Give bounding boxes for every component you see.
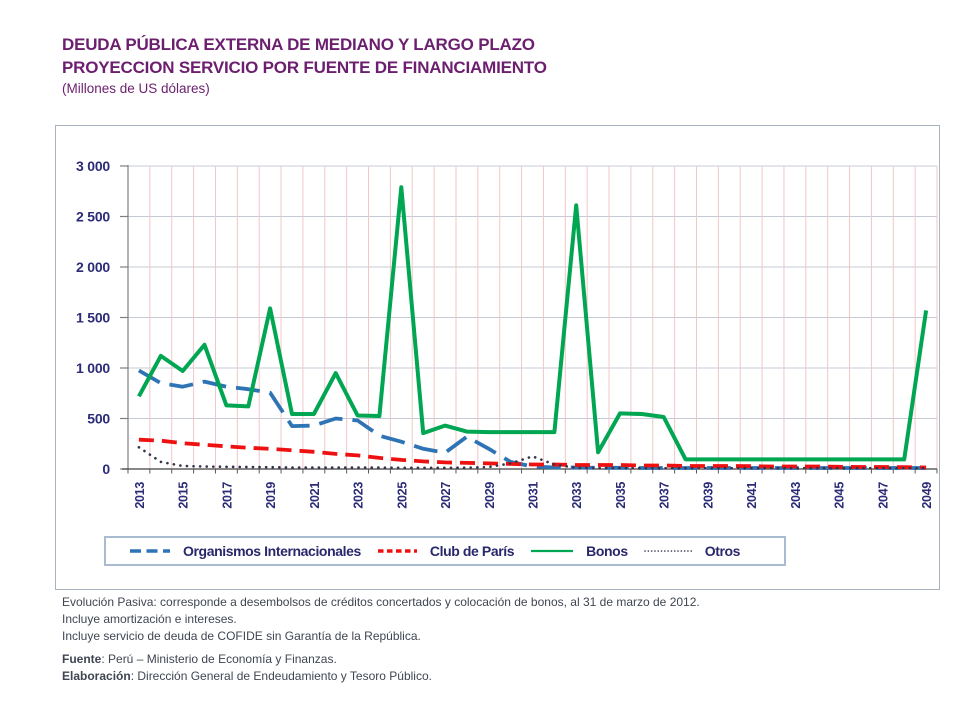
legend-item-otros: Otros bbox=[643, 543, 740, 559]
svg-text:2017: 2017 bbox=[220, 482, 234, 509]
dashed-blue-line-icon bbox=[130, 549, 170, 553]
svg-text:1 000: 1 000 bbox=[76, 360, 110, 376]
footnote-line-1: Evolución Pasiva: corresponde a desembol… bbox=[62, 595, 700, 609]
solid-green-line-icon bbox=[531, 549, 574, 553]
elaboration-label: Elaboración bbox=[62, 669, 131, 683]
legend-item-bonos: Bonos bbox=[529, 543, 628, 559]
dashed-red-line-icon bbox=[377, 549, 417, 553]
source-line: Fuente: Perú – Ministerio de Economía y … bbox=[62, 651, 700, 668]
svg-text:2037: 2037 bbox=[658, 482, 672, 509]
svg-text:2049: 2049 bbox=[920, 482, 934, 509]
chart-frame: 2013 2015 2017 2019 2021 2023 2025 2027 2029 2031… bbox=[55, 125, 940, 590]
svg-text:1 500: 1 500 bbox=[76, 310, 110, 326]
elaboration-text: : Dirección General de Endeudamiento y T… bbox=[130, 669, 432, 683]
legend-label-bonos: Bonos bbox=[586, 543, 628, 559]
svg-text:2019: 2019 bbox=[264, 482, 278, 509]
legend: Organismos Internacionales Club de París… bbox=[104, 536, 786, 566]
title-line-1: DEUDA PÚBLICA EXTERNA DE MEDIANO Y LARGO… bbox=[62, 35, 535, 54]
elaboration-line: Elaboración: Dirección General de Endeud… bbox=[62, 668, 700, 685]
svg-text:2021: 2021 bbox=[308, 482, 322, 509]
legend-item-organismos-internacionales: Organismos Internacionales bbox=[128, 543, 361, 559]
svg-text:2 500: 2 500 bbox=[76, 209, 110, 225]
svg-text:2025: 2025 bbox=[395, 482, 409, 509]
footnote-line-3: Incluye servicio de deuda de COFIDE sin … bbox=[62, 629, 421, 643]
svg-text:2045: 2045 bbox=[833, 482, 847, 509]
svg-text:0: 0 bbox=[102, 461, 110, 477]
source-label: Fuente bbox=[62, 652, 102, 666]
legend-item-club-de-paris: Club de París bbox=[376, 543, 515, 559]
svg-text:2031: 2031 bbox=[527, 482, 541, 509]
title-units: (Millones de US dólares) bbox=[62, 81, 210, 96]
source-text: : Perú – Ministerio de Economía y Finanz… bbox=[101, 652, 337, 666]
legend-label-otros: Otros bbox=[704, 543, 741, 559]
svg-text:2033: 2033 bbox=[570, 482, 584, 509]
svg-text:2041: 2041 bbox=[745, 482, 759, 509]
footnote-line-2: Incluye amortización e intereses. bbox=[62, 612, 237, 626]
svg-text:2 000: 2 000 bbox=[76, 259, 110, 275]
legend-label-club-de-paris: Club de París bbox=[429, 543, 515, 559]
svg-text:2047: 2047 bbox=[876, 482, 890, 509]
svg-text:2015: 2015 bbox=[177, 482, 191, 509]
svg-text:500: 500 bbox=[87, 411, 110, 427]
chart-title-block: DEUDA PÚBLICA EXTERNA DE MEDIANO Y LARGO… bbox=[62, 33, 547, 96]
title-line-2: PROYECCION SERVICIO POR FUENTE DE FINANC… bbox=[62, 58, 547, 77]
footnotes-block: Evolución Pasiva: corresponde a desembol… bbox=[62, 594, 700, 685]
svg-text:2029: 2029 bbox=[483, 482, 497, 509]
svg-text:2013: 2013 bbox=[133, 482, 147, 509]
svg-text:3 000: 3 000 bbox=[76, 158, 110, 174]
svg-text:2023: 2023 bbox=[352, 482, 366, 509]
svg-text:2027: 2027 bbox=[439, 482, 453, 509]
legend-label-organismos: Organismos Internacionales bbox=[183, 543, 361, 559]
dotted-gray-line-icon bbox=[643, 550, 693, 552]
source-block: Fuente: Perú – Ministerio de Economía y … bbox=[62, 651, 700, 685]
svg-text:2039: 2039 bbox=[701, 482, 715, 509]
chart-canvas: 2013 2015 2017 2019 2021 2023 2025 2027 2029 2031… bbox=[76, 158, 938, 509]
svg-text:2043: 2043 bbox=[789, 482, 803, 509]
svg-text:2035: 2035 bbox=[614, 482, 628, 509]
